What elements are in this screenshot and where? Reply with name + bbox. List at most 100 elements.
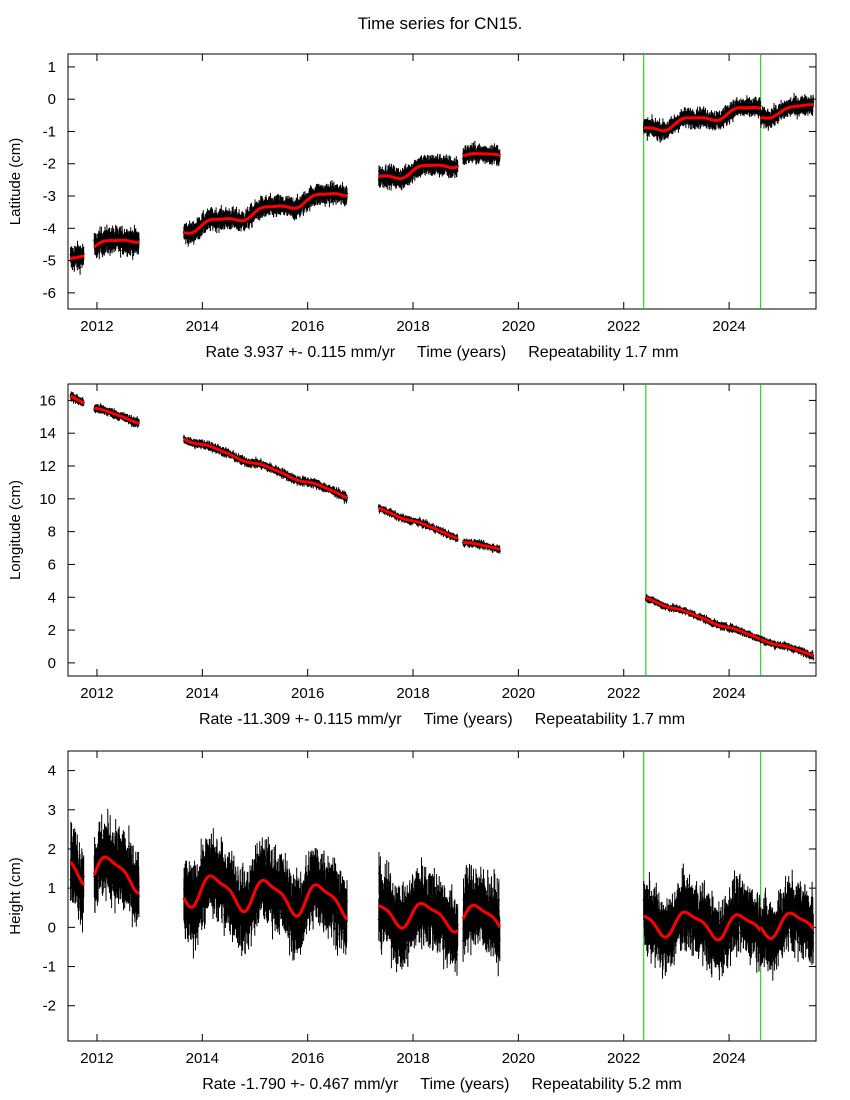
y-tick-label: 6 xyxy=(48,556,56,573)
x-axis-label: Time (years) xyxy=(424,711,513,728)
x-tick-label: 2020 xyxy=(502,1050,535,1067)
observation-points xyxy=(93,808,140,928)
y-axis-label: Height (cm) xyxy=(7,857,24,935)
y-tick-label: -2 xyxy=(43,156,56,173)
y-tick-label: 1 xyxy=(48,880,56,897)
model-curve xyxy=(462,541,501,551)
data-segment xyxy=(182,434,348,504)
data-segment xyxy=(759,93,815,131)
y-tick-label: 12 xyxy=(39,458,56,475)
x-tick-label: 2022 xyxy=(607,685,640,702)
x-axis-caption: Rate -1.790 +- 0.467 mm/yr Time (years) Re… xyxy=(202,1076,682,1093)
y-tick-label: 16 xyxy=(39,392,56,409)
model-curve xyxy=(461,903,502,928)
x-axis-label: Time (years) xyxy=(420,1076,509,1093)
model-curve xyxy=(377,901,459,934)
y-tick-label: 10 xyxy=(39,491,56,508)
model-curve xyxy=(93,406,140,426)
data-segment xyxy=(644,594,762,644)
model-curve xyxy=(645,596,762,641)
rate-text: Rate -1.790 +- 0.467 mm/yr xyxy=(202,1076,399,1093)
observation-points xyxy=(182,828,348,961)
repeatability-text: Repeatability 1.7 mm xyxy=(528,344,678,361)
x-tick-label: 2016 xyxy=(291,1050,324,1067)
data-layer xyxy=(69,93,815,275)
model-curve xyxy=(760,637,814,658)
x-tick-label: 2018 xyxy=(396,685,429,702)
y-tick-label: 3 xyxy=(48,802,56,819)
panel-latitude: 2012 2014 2016 2018 2020 2022 2024 1 0 -1 -2 -3 -4 -5… xyxy=(7,53,817,361)
model-curve xyxy=(92,855,140,895)
data-segment xyxy=(69,821,85,933)
x-tick-label: 2020 xyxy=(502,685,535,702)
data-segment xyxy=(642,95,762,143)
x-tick-label: 2024 xyxy=(712,1050,745,1067)
x-tick-label: 2022 xyxy=(607,1050,640,1067)
model-curve xyxy=(760,103,814,120)
model-curve xyxy=(643,910,762,942)
observation-points xyxy=(759,93,815,131)
x-tick-label: 2012 xyxy=(80,685,113,702)
y-tick-label: -5 xyxy=(43,253,56,270)
y-tick-label: -6 xyxy=(43,285,56,302)
y-tick-label: 0 xyxy=(48,919,56,936)
data-segment xyxy=(182,828,349,961)
data-segment xyxy=(92,808,140,928)
y-tick-label: 4 xyxy=(48,589,56,606)
data-segment xyxy=(462,140,501,167)
y-axis-label: Latitude (cm) xyxy=(7,138,24,226)
plot-frame xyxy=(67,383,817,677)
x-tick-label: 2024 xyxy=(712,318,745,335)
rate-text: Rate 3.937 +- 0.115 mm/yr xyxy=(205,344,395,361)
y-tick-label: 1 xyxy=(48,59,56,76)
data-segment xyxy=(377,153,459,191)
data-segment xyxy=(377,504,459,543)
y-tick-label: 8 xyxy=(48,524,56,541)
y-tick-label: 2 xyxy=(48,841,56,858)
repeatability-text: Repeatability 5.2 mm xyxy=(531,1076,681,1093)
observation-points xyxy=(377,153,459,191)
y-tick-label: 14 xyxy=(39,425,56,442)
repeatability-text: Repeatability 1.7 mm xyxy=(535,711,685,728)
plot-frame xyxy=(67,750,817,1042)
data-layer xyxy=(69,808,815,981)
x-tick-label: 2018 xyxy=(396,318,429,335)
data-segment xyxy=(461,863,502,977)
model-curve xyxy=(643,106,762,133)
y-tick-label: 2 xyxy=(48,622,56,639)
model-curve xyxy=(69,394,85,405)
x-axis-caption: Rate -11.309 +- 0.115 mm/yr Time (years) R… xyxy=(199,711,685,728)
x-axis-label: Time (years) xyxy=(417,344,506,361)
data-segment xyxy=(182,180,348,247)
x-tick-label: 2022 xyxy=(607,318,640,335)
y-tick-label: 0 xyxy=(48,655,56,672)
observation-points xyxy=(759,635,815,661)
y-tick-label: -4 xyxy=(43,220,56,237)
data-segment xyxy=(759,635,815,661)
model-curve xyxy=(69,860,85,886)
x-tick-label: 2020 xyxy=(502,318,535,335)
x-tick-label: 2012 xyxy=(80,1050,113,1067)
data-segment xyxy=(93,224,140,260)
x-tick-label: 2016 xyxy=(291,685,324,702)
y-tick-label: -1 xyxy=(43,959,56,976)
y-tick-label: 0 xyxy=(48,91,56,108)
model-curve xyxy=(183,192,348,235)
plot-frame xyxy=(67,53,817,310)
model-curve xyxy=(759,911,815,940)
x-tick-label: 2014 xyxy=(186,318,219,335)
data-layer xyxy=(69,391,815,661)
model-curve xyxy=(69,254,85,261)
x-tick-label: 2014 xyxy=(186,685,219,702)
y-tick-label: -3 xyxy=(43,188,56,205)
data-segment xyxy=(93,403,140,428)
y-axis-label: Longitude (cm) xyxy=(7,480,24,580)
observation-points xyxy=(182,180,348,247)
x-axis-caption: Rate 3.937 +- 0.115 mm/yr Time (years) Rep… xyxy=(205,344,678,361)
x-tick-label: 2014 xyxy=(186,1050,219,1067)
panel-longitude: 2012 2014 2016 2018 2020 2022 2024 16 14 12 10 8 6 4 2… xyxy=(7,383,817,728)
y-tick-label: -1 xyxy=(43,123,56,140)
y-tick-label: -2 xyxy=(43,998,56,1015)
